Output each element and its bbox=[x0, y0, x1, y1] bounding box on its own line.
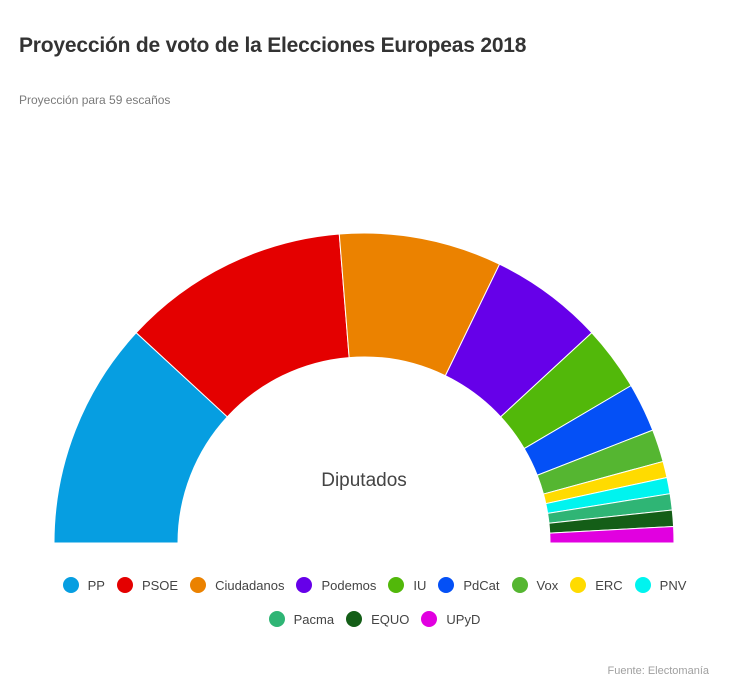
legend-swatch-icon bbox=[438, 577, 455, 593]
legend-item-pp[interactable]: PP bbox=[62, 577, 105, 593]
legend-item-vox[interactable]: Vox bbox=[511, 577, 559, 593]
slice-upyd[interactable] bbox=[549, 525, 675, 544]
legend-label: PdCat bbox=[463, 577, 500, 593]
legend-item-ciudadanos[interactable]: Ciudadanos bbox=[190, 577, 284, 593]
legend-label: PSOE bbox=[141, 577, 179, 593]
legend-label: Pacma bbox=[293, 611, 335, 627]
parliament-chart: Diputados bbox=[53, 232, 675, 544]
legend-row-2: Pacma EQUO UPyD bbox=[0, 611, 749, 627]
legend-swatch-icon bbox=[421, 611, 438, 627]
legend-item-podemos[interactable]: Podemos bbox=[296, 577, 376, 593]
slices-group bbox=[53, 232, 675, 544]
center-label: Diputados bbox=[321, 470, 407, 491]
legend-swatch-icon bbox=[268, 611, 285, 627]
legend-label: ERC bbox=[595, 577, 623, 593]
legend-swatch-icon bbox=[346, 611, 363, 627]
legend-item-psoe[interactable]: PSOE bbox=[116, 577, 179, 593]
legend-item-pnv[interactable]: PNV bbox=[634, 577, 687, 593]
legend-item-equo[interactable]: EQUO bbox=[346, 611, 409, 627]
legend-label: EQUO bbox=[371, 611, 410, 627]
legend-label: PP bbox=[87, 577, 105, 593]
legend-swatch-icon bbox=[62, 577, 79, 593]
legend-swatch-icon bbox=[296, 577, 313, 593]
chart-title: Proyección de voto de la Elecciones Euro… bbox=[19, 34, 527, 57]
legend-item-upyd[interactable]: UPyD bbox=[421, 611, 480, 627]
legend-label: PNV bbox=[659, 577, 687, 593]
legend-row-1: PP PSOE Ciudadanos Podemos IU PdCat Vox ERC PNV bbox=[0, 577, 749, 593]
legend-label: Podemos bbox=[321, 577, 377, 593]
legend-swatch-icon bbox=[634, 577, 651, 593]
source-credit: Fuente: Electomanía bbox=[607, 665, 709, 677]
legend-swatch-icon bbox=[388, 577, 405, 593]
legend-swatch-icon bbox=[116, 577, 133, 593]
legend-item-pdcat[interactable]: PdCat bbox=[438, 577, 500, 593]
legend-swatch-icon bbox=[570, 577, 587, 593]
legend-label: Ciudadanos bbox=[215, 577, 285, 593]
legend-label: UPyD bbox=[446, 611, 481, 627]
legend-label: IU bbox=[413, 577, 427, 593]
legend-item-erc[interactable]: ERC bbox=[570, 577, 623, 593]
legend-item-pacma[interactable]: Pacma bbox=[268, 611, 335, 627]
legend-item-iu[interactable]: IU bbox=[388, 577, 426, 593]
legend-swatch-icon bbox=[511, 577, 528, 593]
legend-label: Vox bbox=[536, 577, 559, 593]
chart-subtitle: Proyección para 59 escaños bbox=[19, 93, 171, 107]
legend-swatch-icon bbox=[190, 577, 207, 593]
